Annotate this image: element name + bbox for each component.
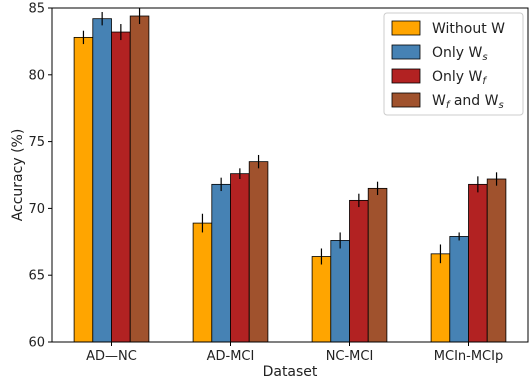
bar: [192, 222, 213, 343]
legend-entry: Without W: [432, 21, 505, 37]
bar: [486, 178, 507, 343]
bar: [449, 236, 469, 343]
bar: [248, 161, 269, 343]
y-tick-label: 70: [28, 202, 45, 217]
x-axis: AD—NC AD-MCI NC-MCI MCIn-MCIp: [86, 342, 503, 364]
bar: [111, 31, 131, 343]
legend-subscript: s: [498, 100, 503, 111]
bar: [129, 15, 150, 343]
bar: [468, 183, 488, 343]
legend-swatch: [391, 20, 421, 36]
bar: [92, 18, 112, 343]
legend-text-part: W: [432, 93, 446, 109]
bar: [230, 173, 250, 343]
legend-frame: [383, 12, 524, 116]
y-tick-label: 60: [28, 336, 45, 351]
legend-entry: Only Ws: [432, 45, 488, 63]
y-tick-label: 65: [28, 269, 45, 284]
bar: [349, 199, 369, 343]
y-axis: 60 65 70 75 80 85: [28, 2, 52, 351]
legend-subscript: f: [482, 76, 487, 87]
legend-text-part: Only W: [432, 69, 483, 85]
legend-text-part: Only W: [432, 45, 483, 61]
legend-swatch: [391, 92, 421, 108]
legend-subscript: s: [482, 52, 487, 63]
plot-frame: [51, 7, 529, 343]
legend-subscript: f: [446, 100, 451, 111]
x-tick-label: AD-MCI: [207, 349, 255, 364]
y-tick-label: 75: [28, 135, 45, 150]
bar: [211, 183, 231, 343]
bar: [311, 256, 332, 343]
error-bars-layer: [82, 8, 498, 265]
legend-swatch: [391, 44, 421, 60]
bar: [367, 187, 388, 343]
x-tick-label: NC-MCI: [326, 349, 374, 364]
bar: [73, 36, 94, 343]
legend-text-part: and W: [449, 93, 498, 109]
x-tick-label: MCIn-MCIp: [434, 349, 503, 364]
legend-entry: Only Wf: [432, 69, 487, 87]
legend-text-part: Without W: [432, 21, 505, 37]
bar: [330, 240, 350, 343]
legend-swatch: [391, 68, 421, 84]
y-tick-label: 80: [28, 68, 45, 83]
x-tick-label: AD—NC: [86, 349, 137, 364]
y-axis-label: Accuracy (%): [10, 129, 26, 222]
y-tick-label: 85: [28, 2, 45, 17]
x-axis-label: Dataset: [263, 364, 318, 380]
bar: [430, 253, 451, 343]
legend-entry: Wf and Ws: [432, 93, 504, 111]
